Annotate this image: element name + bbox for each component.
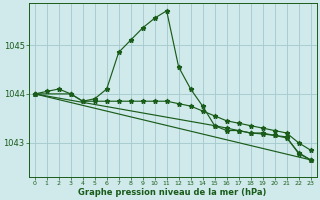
X-axis label: Graphe pression niveau de la mer (hPa): Graphe pression niveau de la mer (hPa) (78, 188, 267, 197)
